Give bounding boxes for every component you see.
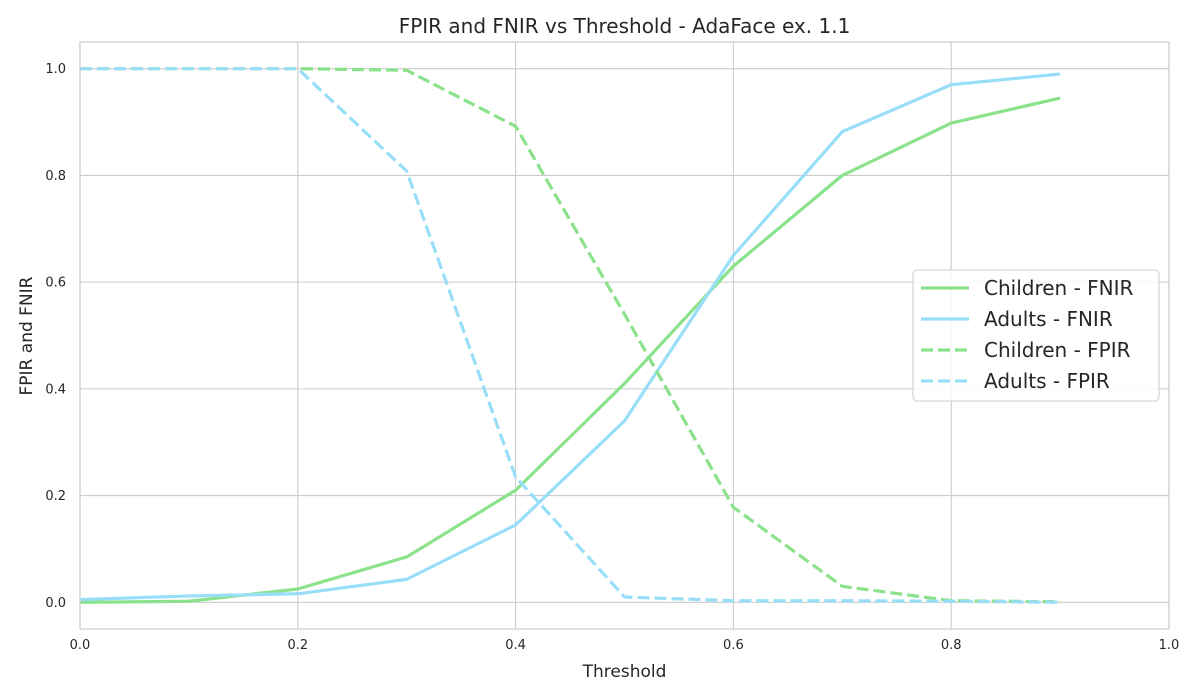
- chart-title: FPIR and FNIR vs Threshold - AdaFace ex.…: [399, 14, 851, 38]
- x-axis-label: Threshold: [582, 662, 667, 682]
- y-tick-label: 0.8: [45, 169, 66, 184]
- y-tick-label: 1.0: [45, 62, 66, 77]
- legend-label-children-fnir: Children - FNIR: [984, 276, 1134, 300]
- plot-frame: [79, 41, 1170, 630]
- x-tick-label: 0.4: [505, 638, 526, 653]
- legend-label-adults-fnir: Adults - FNIR: [984, 307, 1113, 331]
- series-layer: [79, 67, 1061, 604]
- x-tick-label: 0.0: [70, 638, 91, 653]
- x-tick-label: 1.0: [1159, 638, 1180, 653]
- y-tick-label: 0.4: [45, 382, 66, 397]
- series-line-adults-fpir: [80, 67, 1061, 604]
- x-tick-label: 0.8: [941, 638, 962, 653]
- x-tick-label: 0.6: [723, 638, 744, 653]
- y-tick-label: 0.6: [45, 276, 66, 291]
- legend-box: [912, 269, 1160, 402]
- x-tick-label: 0.2: [287, 638, 308, 653]
- legend: Children - FNIR Adults - FNIR Children - F…: [912, 269, 1160, 402]
- y-axis-label: FPIR and FNIR: [17, 276, 37, 395]
- y-tick-label: 0.0: [45, 596, 66, 611]
- series-line-adults-fnir: [79, 72, 1061, 602]
- x-tick-labels: 0.0 0.2 0.4 0.6 0.8 1.0: [70, 638, 1180, 653]
- y-tick-label: 0.2: [45, 489, 66, 504]
- legend-label-children-fpir: Children - FPIR: [984, 338, 1131, 362]
- y-tick-labels: 0.0 0.2 0.4 0.6 0.8 1.0: [45, 62, 66, 611]
- legend-label-adults-fpir: Adults - FPIR: [984, 369, 1110, 393]
